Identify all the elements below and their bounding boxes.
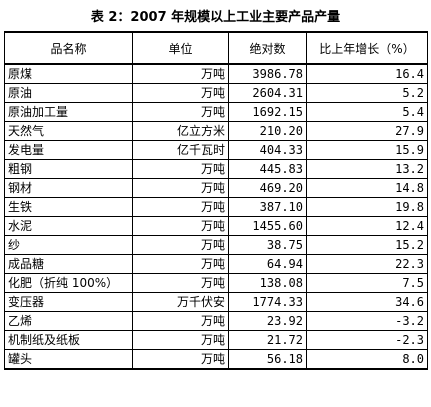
cell-unit: 万吨	[132, 349, 229, 370]
cell-absolute-value: 469.20	[228, 178, 307, 198]
cell-unit: 万吨	[132, 83, 229, 103]
cell-growth-percent: 34.6	[306, 292, 428, 312]
table-row: 乙烯 万吨 23.92 -3.2	[4, 311, 428, 331]
cell-unit: 万吨	[132, 159, 229, 179]
cell-growth-percent: 5.2	[306, 83, 428, 103]
cell-product-name: 粗钢	[4, 159, 133, 179]
table-row: 原油加工量 万吨 1692.15 5.4	[4, 102, 428, 122]
cell-unit: 万吨	[132, 216, 229, 236]
cell-growth-percent: -2.3	[306, 330, 428, 350]
table-row: 机制纸及纸板 万吨 21.72 -2.3	[4, 330, 428, 350]
cell-growth-percent: 15.9	[306, 140, 428, 160]
table-row: 成品糖 万吨 64.94 22.3	[4, 254, 428, 274]
cell-growth-percent: 12.4	[306, 216, 428, 236]
cell-growth-percent: 13.2	[306, 159, 428, 179]
table-row: 罐头 万吨 56.18 8.0	[4, 349, 428, 370]
column-header-name: 品名称	[4, 31, 133, 65]
cell-growth-percent: 14.8	[306, 178, 428, 198]
cell-product-name: 罐头	[4, 349, 133, 370]
cell-unit: 万吨	[132, 330, 229, 350]
cell-absolute-value: 21.72	[228, 330, 307, 350]
table-row: 化肥（折纯 100%） 万吨 138.08 7.5	[4, 273, 428, 293]
cell-product-name: 原油	[4, 83, 133, 103]
table-row: 钢材 万吨 469.20 14.8	[4, 178, 428, 198]
cell-unit: 万吨	[132, 273, 229, 293]
cell-product-name: 原油加工量	[4, 102, 133, 122]
table-row: 原煤 万吨 3986.78 16.4	[4, 63, 428, 84]
cell-absolute-value: 64.94	[228, 254, 307, 274]
column-header-absolute: 绝对数	[228, 31, 307, 65]
cell-product-name: 水泥	[4, 216, 133, 236]
cell-absolute-value: 138.08	[228, 273, 307, 293]
table-row: 发电量 亿千瓦时 404.33 15.9	[4, 140, 428, 160]
cell-growth-percent: 8.0	[306, 349, 428, 370]
cell-product-name: 变压器	[4, 292, 133, 312]
cell-product-name: 天然气	[4, 121, 133, 141]
cell-unit: 万吨	[132, 102, 229, 122]
cell-product-name: 钢材	[4, 178, 133, 198]
cell-product-name: 原煤	[4, 63, 133, 84]
cell-product-name: 纱	[4, 235, 133, 255]
cell-absolute-value: 387.10	[228, 197, 307, 217]
cell-absolute-value: 210.20	[228, 121, 307, 141]
cell-unit: 万吨	[132, 63, 229, 84]
column-header-unit: 单位	[132, 31, 229, 65]
cell-growth-percent: 27.9	[306, 121, 428, 141]
table-row: 原油 万吨 2604.31 5.2	[4, 83, 428, 103]
table-row: 纱万吨 38.75 15.2	[4, 235, 428, 255]
cell-absolute-value: 1774.33	[228, 292, 307, 312]
cell-growth-percent: 15.2	[306, 235, 428, 255]
cell-absolute-value: 404.33	[228, 140, 307, 160]
cell-unit: 万吨	[132, 178, 229, 198]
table-row: 粗钢 万吨 445.83 13.2	[4, 159, 428, 179]
cell-product-name: 机制纸及纸板	[4, 330, 133, 350]
cell-product-name: 发电量	[4, 140, 133, 160]
cell-growth-percent: 7.5	[306, 273, 428, 293]
cell-growth-percent: 5.4	[306, 102, 428, 122]
cell-absolute-value: 38.75	[228, 235, 307, 255]
cell-absolute-value: 2604.31	[228, 83, 307, 103]
cell-product-name: 成品糖	[4, 254, 133, 274]
header-row: 品名称 单位 绝对数 比上年增长（%）	[4, 31, 428, 65]
cell-unit: 万吨	[132, 235, 229, 255]
cell-absolute-value: 1692.15	[228, 102, 307, 122]
cell-product-name: 化肥（折纯 100%）	[4, 273, 133, 293]
cell-absolute-value: 23.92	[228, 311, 307, 331]
table-row: 变压器 万千伏安 1774.33 34.6	[4, 292, 428, 312]
cell-absolute-value: 1455.60	[228, 216, 307, 236]
cell-unit: 万吨	[132, 311, 229, 331]
cell-product-name: 生铁	[4, 197, 133, 217]
cell-unit: 亿千瓦时	[132, 140, 229, 160]
cell-growth-percent: 19.8	[306, 197, 428, 217]
cell-unit: 万吨	[132, 254, 229, 274]
cell-product-name: 乙烯	[4, 311, 133, 331]
cell-growth-percent: 16.4	[306, 63, 428, 84]
cell-unit: 亿立方米	[132, 121, 229, 141]
cell-growth-percent: 22.3	[306, 254, 428, 274]
column-header-growth: 比上年增长（%）	[306, 31, 428, 65]
table-row: 水泥 万吨 1455.60 12.4	[4, 216, 428, 236]
table-row: 天然气 亿立方米 210.20 27.9	[4, 121, 428, 141]
cell-unit: 万千伏安	[132, 292, 229, 312]
cell-growth-percent: -3.2	[306, 311, 428, 331]
cell-unit: 万吨	[132, 197, 229, 217]
table-row: 生铁 万吨 387.10 19.8	[4, 197, 428, 217]
cell-absolute-value: 3986.78	[228, 63, 307, 84]
table-title: 表 2：2007 年规模以上工业主要产品产量	[90, 10, 341, 25]
production-table: 品名称 单位 绝对数 比上年增长（%） 原煤 万吨 3986.78 16.4 原油 万吨 2…	[4, 31, 428, 370]
cell-absolute-value: 56.18	[228, 349, 307, 370]
cell-absolute-value: 445.83	[228, 159, 307, 179]
table-body: 原煤 万吨 3986.78 16.4 原油 万吨 2604.31 5.2 原油加工量 万吨 1692…	[4, 63, 428, 370]
